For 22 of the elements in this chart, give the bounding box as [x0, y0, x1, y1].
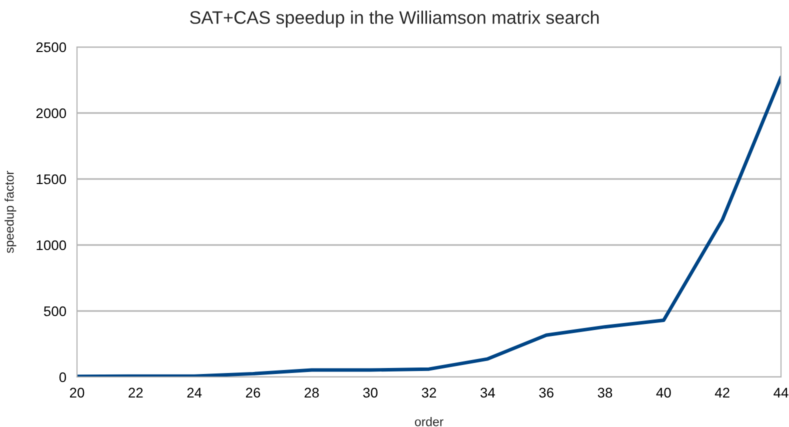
y-tick-label: 2000 — [36, 108, 66, 118]
chart-title: SAT+CAS speedup in the Williamson matrix search — [190, 10, 599, 28]
x-tick-label: 30 — [363, 388, 378, 398]
y-axis-title: speedup factor — [4, 170, 16, 253]
y-tick-label: 2500 — [36, 42, 66, 52]
x-tick-label: 22 — [128, 388, 143, 398]
x-tick-label: 42 — [714, 388, 730, 398]
x-axis-title: order — [414, 417, 444, 426]
x-tick-label: 26 — [246, 388, 260, 398]
x-tick-label: 44 — [774, 388, 788, 398]
x-tick-label: 36 — [539, 388, 554, 398]
y-tick-label: 1500 — [36, 174, 66, 184]
x-tick-label: 32 — [422, 388, 436, 398]
x-tick-label: 24 — [187, 388, 202, 398]
y-tick-label: 500 — [44, 306, 66, 316]
x-tick-label: 38 — [598, 388, 612, 398]
x-tick-label: 28 — [304, 388, 319, 398]
y-tick-label: 0 — [59, 372, 66, 382]
x-tick-label: 20 — [70, 388, 84, 398]
x-tick-label: 40 — [656, 388, 671, 398]
y-tick-label: 1000 — [36, 240, 66, 250]
x-tick-label: 34 — [480, 388, 495, 398]
